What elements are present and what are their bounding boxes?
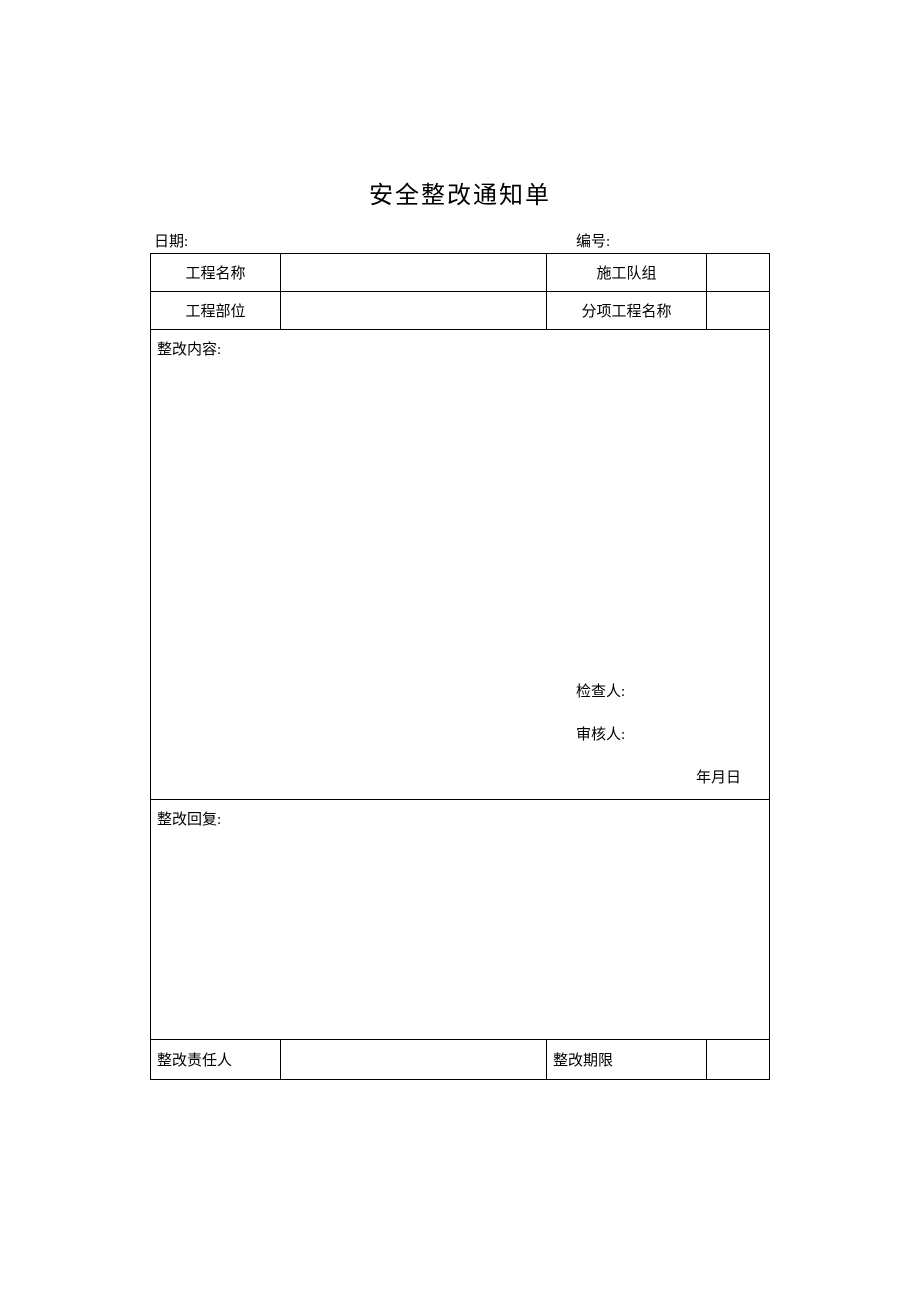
content-cell: 整改内容: 检查人: 审核人: 年月日 <box>151 330 770 800</box>
team-label: 施工队组 <box>547 254 707 292</box>
project-part-label: 工程部位 <box>151 292 281 330</box>
project-name-value <box>281 254 547 292</box>
content-label: 整改内容: <box>157 338 763 359</box>
reply-row: 整改回复: <box>151 800 770 1040</box>
header-row: 日期: 编号: <box>150 230 770 251</box>
project-part-value <box>281 292 547 330</box>
number-label: 编号: <box>576 230 766 251</box>
subproject-value <box>707 292 770 330</box>
date-label: 日期: <box>154 230 576 251</box>
page-container: 安全整改通知单 日期: 编号: 工程名称 施工队组 工程部位 分项工程名称 整改… <box>0 0 920 1080</box>
reply-label: 整改回复: <box>157 808 763 829</box>
deadline-value <box>707 1040 770 1080</box>
form-table: 工程名称 施工队组 工程部位 分项工程名称 整改内容: 检查人: 审核人: 年月… <box>150 253 770 1080</box>
subproject-label: 分项工程名称 <box>547 292 707 330</box>
content-row: 整改内容: 检查人: 审核人: 年月日 <box>151 330 770 800</box>
team-value <box>707 254 770 292</box>
responsible-value <box>281 1040 547 1080</box>
reply-cell: 整改回复: <box>151 800 770 1040</box>
project-name-label: 工程名称 <box>151 254 281 292</box>
info-row-1: 工程名称 施工队组 <box>151 254 770 292</box>
signatures-block: 检查人: 审核人: 年月日 <box>151 680 769 787</box>
reviewer-label: 审核人: <box>151 723 769 744</box>
info-row-2: 工程部位 分项工程名称 <box>151 292 770 330</box>
bottom-row: 整改责任人 整改期限 <box>151 1040 770 1080</box>
form-title: 安全整改通知单 <box>150 175 770 210</box>
responsible-label: 整改责任人 <box>151 1040 281 1080</box>
date-text: 年月日 <box>151 766 769 787</box>
inspector-label: 检查人: <box>151 680 769 701</box>
deadline-label: 整改期限 <box>547 1040 707 1080</box>
